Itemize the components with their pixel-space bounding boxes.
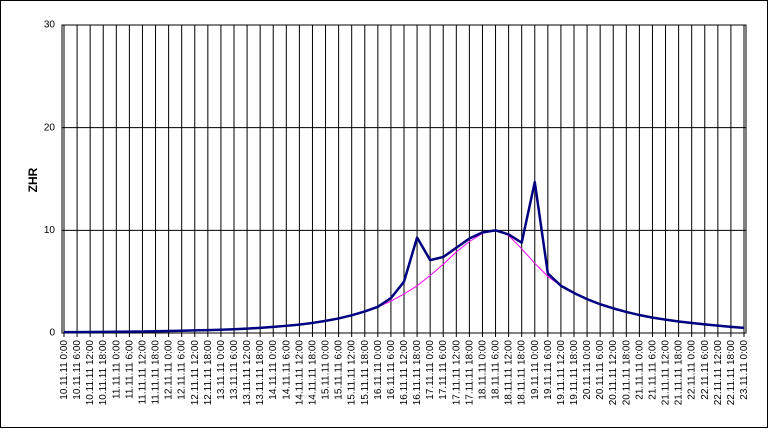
x-tick-label: 14.11.11 6:00: [281, 340, 292, 400]
x-tick-label: 18.11.11 0:00: [477, 340, 488, 400]
x-tick-label: 14.11.11 12:00: [294, 340, 305, 406]
x-tick-label: 13.11.11 0:00: [216, 340, 227, 400]
x-tick-label: 21.11.11 6:00: [647, 340, 658, 400]
x-tick-label: 10.11.11 6:00: [72, 340, 83, 400]
x-tick-label: 18.11.11 18:00: [517, 340, 528, 406]
series-line: [63, 180, 745, 334]
x-tick-label: 12.11.11 12:00: [190, 340, 201, 406]
x-tick-label: 19.11.11 12:00: [556, 340, 567, 406]
x-tick-label: 13.11.11 6:00: [229, 340, 240, 400]
x-tick-label: 17.11.11 6:00: [438, 340, 449, 400]
x-tick-label: 22.11.11 0:00: [687, 340, 698, 400]
x-tick-label: 22.11.11 18:00: [726, 340, 737, 406]
x-tick-label: 21.11.11 12:00: [661, 340, 672, 406]
x-tick-label: 23.11.11 0:00: [739, 340, 750, 400]
x-tick-label: 17.11.11 0:00: [425, 340, 436, 400]
x-tick-label: 19.11.11 18:00: [569, 340, 580, 406]
x-tick-label: 15.11.11 0:00: [321, 340, 332, 400]
x-tick-label: 12.11.11 6:00: [177, 340, 188, 400]
x-tick-label: 20.11.11 6:00: [595, 340, 606, 400]
x-tick-label: 14.11.11 18:00: [307, 340, 318, 406]
x-tick-label: 10.11.11 12:00: [85, 340, 96, 406]
y-tick-label: 20: [44, 122, 56, 133]
x-tick-label: 20.11.11 12:00: [608, 340, 619, 406]
x-tick-label: 21.11.11 0:00: [634, 340, 645, 400]
x-tick-label: 10.11.11 18:00: [98, 340, 109, 406]
x-tick-label: 11.11.11 12:00: [137, 340, 148, 405]
x-tick-label: 17.11.11 18:00: [464, 340, 475, 406]
x-tick-label: 22.11.11 12:00: [713, 340, 724, 406]
x-tick-label: 14.11.11 0:00: [268, 340, 279, 400]
x-tick-label: 15.11.11 18:00: [360, 340, 371, 406]
y-tick-label: 30: [44, 20, 56, 31]
x-tick-label: 22.11.11 6:00: [700, 340, 711, 400]
x-tick-label: 11.11.11 18:00: [151, 340, 162, 405]
x-tick-label: 13.11.11 12:00: [242, 340, 253, 406]
x-tick-label: 18.11.11 12:00: [504, 340, 515, 406]
x-tick-label: 13.11.11 18:00: [255, 340, 266, 406]
x-tick-label: 16.11.11 6:00: [386, 340, 397, 400]
x-tick-label: 20.11.11 18:00: [621, 340, 632, 406]
x-tick-label: 16.11.11 0:00: [373, 340, 384, 400]
x-tick-label: 20.11.11 0:00: [582, 340, 593, 400]
y-axis-title: ZHR: [26, 167, 40, 192]
x-tick-label: 19.11.11 6:00: [543, 340, 554, 400]
x-tick-label: 11.11.11 0:00: [111, 340, 122, 399]
x-tick-label: 12.11.11 0:00: [164, 340, 175, 400]
x-tick-label: 15.11.11 12:00: [347, 340, 358, 406]
x-tick-label: 12.11.11 18:00: [203, 340, 214, 406]
x-tick-label: 15.11.11 6:00: [334, 340, 345, 400]
x-tick-label: 11.11.11 6:00: [124, 340, 135, 399]
x-tick-label: 10.11.11 0:00: [59, 340, 70, 400]
x-tick-label: 18.11.11 6:00: [491, 340, 502, 400]
plot-border: [61, 24, 747, 334]
y-tick-label: 10: [44, 225, 56, 236]
x-tick-label: 16.11.11 18:00: [412, 340, 423, 406]
x-tick-label: 17.11.11 12:00: [451, 340, 462, 406]
x-tick-label: 16.11.11 12:00: [399, 340, 410, 406]
y-tick-label: 0: [49, 328, 55, 339]
x-tick-label: 19.11.11 0:00: [530, 340, 541, 400]
x-tick-label: 21.11.11 18:00: [674, 340, 685, 406]
